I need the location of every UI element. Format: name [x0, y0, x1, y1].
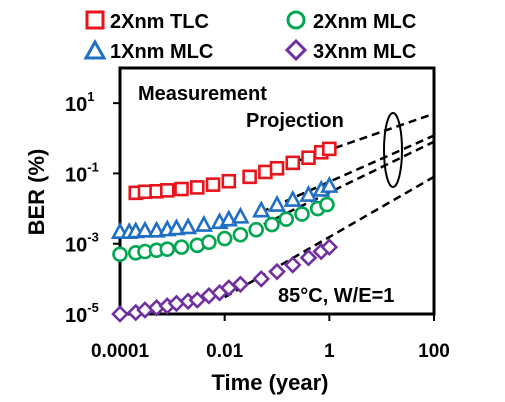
legend-label-1xnm-mlc: 1Xnm MLC [110, 41, 213, 63]
data-point-triangle [194, 214, 214, 232]
data-point-triangle [283, 189, 302, 207]
data-point-diamond [299, 248, 318, 267]
data-point-square [174, 181, 189, 197]
legend-label-2xnm-mlc: 2Xnm MLC [313, 11, 416, 33]
x-axis: 0.0001 0.01 1 100 [91, 314, 450, 362]
y-tick-label: 101 [65, 89, 94, 116]
data-point-square [159, 183, 175, 198]
data-point-diamond [320, 238, 339, 256]
data-point-triangle [267, 194, 287, 212]
data-point-triangle [231, 206, 250, 224]
plot-area [118, 66, 436, 316]
annotation-condition: 85°C, W/E=1 [278, 285, 394, 307]
y-axis-title: BER (%) [24, 149, 49, 236]
data-point-circle [112, 246, 128, 263]
data-point-triangle [320, 175, 339, 193]
data-point-circle [173, 239, 190, 255]
legend-marker-triangle [83, 38, 107, 60]
data-point-circle [248, 221, 264, 238]
legend-label-2xnm-tlc: 2Xnm TLC [110, 11, 209, 33]
legend-label-3xnm-mlc: 3Xnm MLC [313, 41, 416, 63]
data-point-triangle [299, 184, 318, 202]
data-point-triangle [252, 200, 271, 218]
data-point-circle [278, 211, 295, 227]
data-point-square [137, 184, 153, 200]
x-tick-label: 0.01 [206, 341, 243, 362]
data-point-square [258, 164, 273, 180]
data-point-circle [264, 216, 280, 233]
data-point-square [242, 169, 257, 185]
data-point-diamond [111, 305, 129, 323]
data-point-diamond [268, 262, 286, 281]
annotation-projection: Projection [246, 110, 344, 132]
data-point-circle [159, 241, 176, 257]
data-point-circle [319, 196, 335, 213]
x-tick-label: 1 [324, 341, 335, 362]
y-tick-label: 10-3 [65, 230, 99, 257]
data-point-circle [294, 206, 310, 222]
data-point-square [221, 173, 237, 189]
x-tick-label: 0.0001 [91, 341, 150, 362]
data-point-diamond [188, 291, 207, 309]
data-point-square [205, 177, 221, 192]
legend: 2Xnm TLC 2Xnm MLC 1Xnm MLC 3Xnm MLC [83, 10, 416, 63]
legend-marker-circle [286, 10, 306, 30]
data-point-diamond [283, 256, 302, 274]
data-point-triangle [178, 217, 198, 235]
data-point-square [285, 155, 301, 171]
data-point-triangle [167, 218, 186, 236]
data-point-square [322, 141, 337, 157]
legend-marker-square [85, 10, 105, 30]
data-point-square [190, 180, 205, 195]
data-point-circle [232, 226, 249, 243]
data-point-circle [201, 234, 217, 251]
y-tick-label: 10-5 [65, 300, 99, 327]
data-point-square [301, 150, 316, 166]
data-markers [110, 141, 339, 323]
data-point-diamond [231, 275, 250, 294]
data-point-triangle [135, 220, 155, 238]
legend-marker-diamond [284, 38, 308, 62]
data-point-diamond [252, 270, 271, 288]
data-point-circle [216, 230, 233, 247]
annotation-measurement: Measurement [138, 83, 267, 105]
x-axis-title: Time (year) [212, 370, 329, 395]
projection-ellipse [383, 112, 403, 188]
y-axis: 10-5 10-3 10-1 101 [65, 89, 120, 327]
data-point-square [269, 160, 285, 176]
x-tick-label: 100 [418, 341, 450, 362]
y-tick-label: 10-1 [65, 159, 99, 186]
projection-line [239, 140, 435, 237]
